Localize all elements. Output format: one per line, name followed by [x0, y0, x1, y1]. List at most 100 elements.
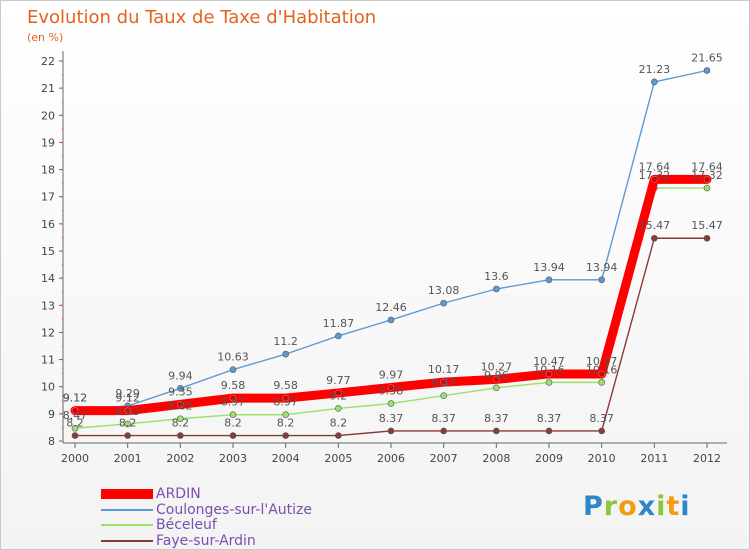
chart-title: Evolution du Taux de Taxe d'Habitation: [27, 7, 377, 28]
logo-letter: x: [637, 491, 657, 522]
data-point: [282, 350, 289, 358]
data-label: 17.32: [691, 169, 723, 182]
data-label: 8.37: [431, 412, 456, 425]
data-label: 13.94: [533, 261, 565, 274]
data-point: [545, 379, 553, 386]
data-label: 9.77: [326, 374, 351, 387]
legend-swatch: [101, 524, 153, 526]
data-point: [598, 276, 605, 284]
data-label: 8.37: [537, 412, 562, 425]
data-label: 8.2: [330, 417, 348, 430]
data-point: [229, 394, 237, 402]
y-minor-tick: [62, 182, 64, 185]
data-point: [282, 432, 289, 439]
data-label: 8.2: [172, 417, 190, 430]
data-label: 8.37: [379, 412, 404, 425]
data-label: 9.12: [63, 392, 88, 405]
data-label: 11.87: [323, 317, 355, 330]
x-tick-label: 2010: [588, 452, 616, 465]
y-minor-tick: [62, 331, 64, 334]
data-point: [703, 234, 711, 242]
data-label: 9.96: [484, 369, 509, 382]
data-point: [335, 405, 342, 412]
data-label: 9.97: [379, 369, 404, 382]
data-label: 8.63: [115, 405, 140, 418]
data-label: 9.35: [168, 385, 193, 398]
y-minor-tick: [62, 155, 64, 157]
data-label: 13.08: [428, 284, 460, 297]
data-label: 9.58: [273, 379, 298, 392]
data-label: 11.2: [273, 335, 298, 348]
legend-label: ARDIN: [156, 486, 201, 502]
data-point: [335, 432, 342, 439]
y-minor-tick: [62, 74, 64, 76]
data-point: [493, 384, 500, 392]
y-minor-tick: [62, 386, 64, 388]
y-tick-label: 20: [41, 109, 55, 122]
data-point: [177, 415, 184, 423]
data-label: 8.37: [589, 412, 614, 425]
y-tick-label: 11: [41, 354, 55, 367]
data-point: [703, 176, 711, 183]
y-minor-tick: [62, 209, 64, 212]
y-minor-tick: [62, 223, 64, 225]
data-label: 15.47: [639, 219, 671, 232]
y-tick-label: 19: [41, 136, 55, 149]
y-minor-tick: [62, 291, 64, 293]
y-tick-label: 13: [41, 299, 55, 312]
data-label: 21.65: [691, 52, 723, 65]
data-label: 8.2: [66, 417, 84, 430]
data-point: [440, 427, 447, 435]
legend-label: Faye-sur-Ardin: [156, 532, 256, 549]
logo-letter: t: [666, 491, 681, 522]
logo-letter: i: [680, 491, 691, 522]
x-tick-label: 2008: [482, 452, 510, 465]
data-point: [703, 184, 711, 192]
data-label: 8.2: [277, 417, 295, 430]
y-tick-label: 16: [41, 218, 55, 231]
data-point: [493, 427, 500, 435]
data-label: 9.67: [431, 377, 456, 390]
data-point: [229, 366, 237, 373]
data-label: 21.23: [639, 63, 671, 76]
data-point: [282, 394, 289, 402]
data-point: [124, 407, 131, 414]
data-point: [124, 432, 131, 439]
data-point: [229, 411, 237, 418]
data-point: [545, 370, 553, 378]
data-point: [177, 432, 184, 439]
data-point: [651, 78, 658, 86]
y-tick-label: 12: [41, 326, 55, 339]
chart-subtitle: (en %): [27, 31, 64, 44]
y-tick-label: 15: [41, 245, 55, 258]
y-minor-tick: [62, 440, 64, 442]
data-label: 8.97: [221, 396, 246, 409]
data-label: 9.94: [168, 369, 193, 382]
data-point: [335, 332, 342, 340]
y-tick-label: 9: [48, 408, 55, 421]
data-label: 10.63: [217, 351, 249, 364]
data-point: [703, 67, 711, 74]
data-label: 9.12: [115, 392, 140, 405]
y-minor-tick: [62, 426, 64, 429]
y-tick-label: 14: [41, 272, 55, 285]
data-point: [71, 432, 79, 439]
data-point: [651, 234, 658, 242]
data-point: [440, 378, 447, 386]
logo-letter: P: [583, 491, 604, 522]
y-minor-tick: [62, 236, 64, 239]
data-label: 9.2: [330, 389, 348, 402]
data-label: 10.16: [586, 363, 618, 376]
data-point: [282, 411, 289, 418]
data-point: [387, 316, 395, 324]
data-label: 17.64: [691, 160, 723, 173]
data-point: [177, 385, 184, 392]
x-tick-label: 2003: [219, 452, 247, 465]
data-label: 8.2: [224, 417, 242, 430]
data-label: 9.38: [379, 385, 404, 398]
x-tick-label: 2002: [166, 452, 194, 465]
data-label: 13.94: [586, 261, 618, 274]
y-minor-tick: [62, 359, 64, 361]
data-point: [651, 176, 658, 183]
